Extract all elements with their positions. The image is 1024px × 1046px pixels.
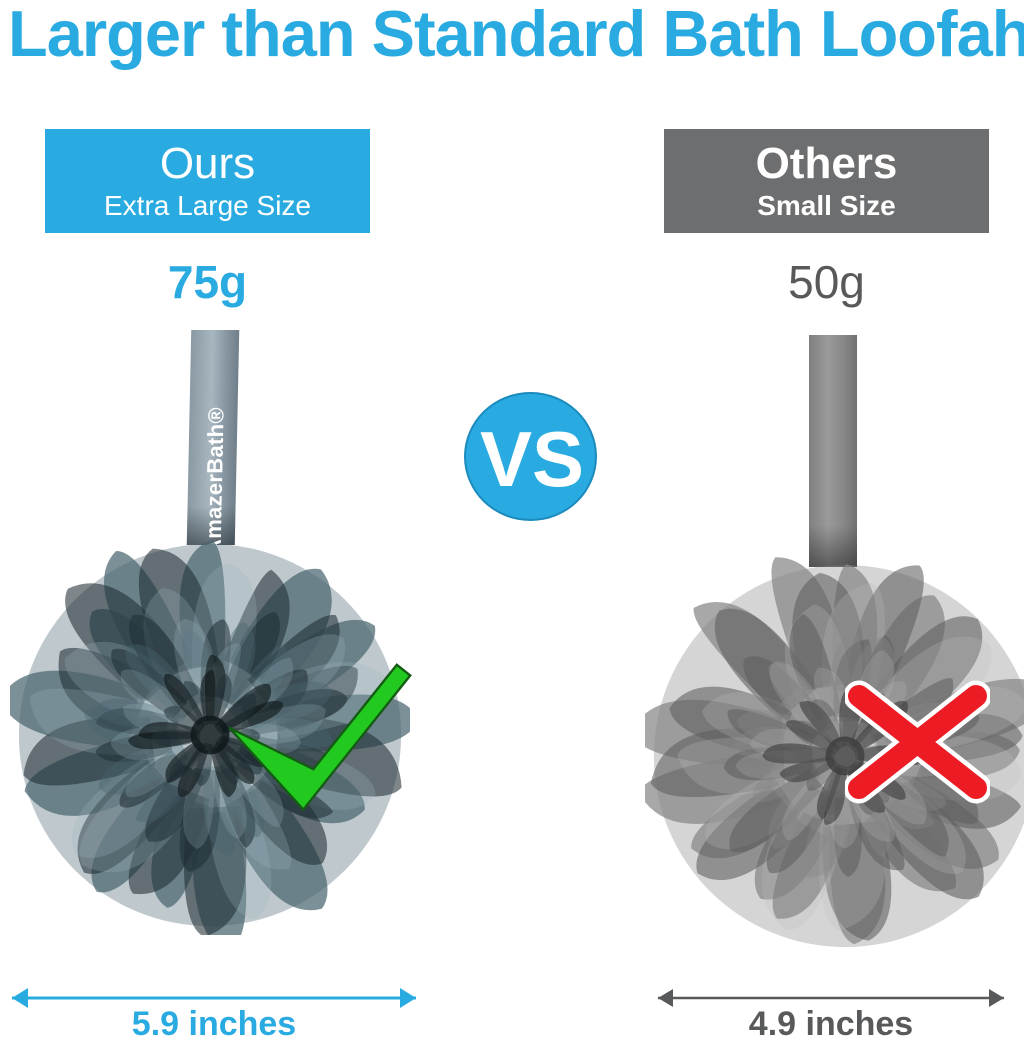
svg-text:VS: VS (480, 415, 584, 503)
